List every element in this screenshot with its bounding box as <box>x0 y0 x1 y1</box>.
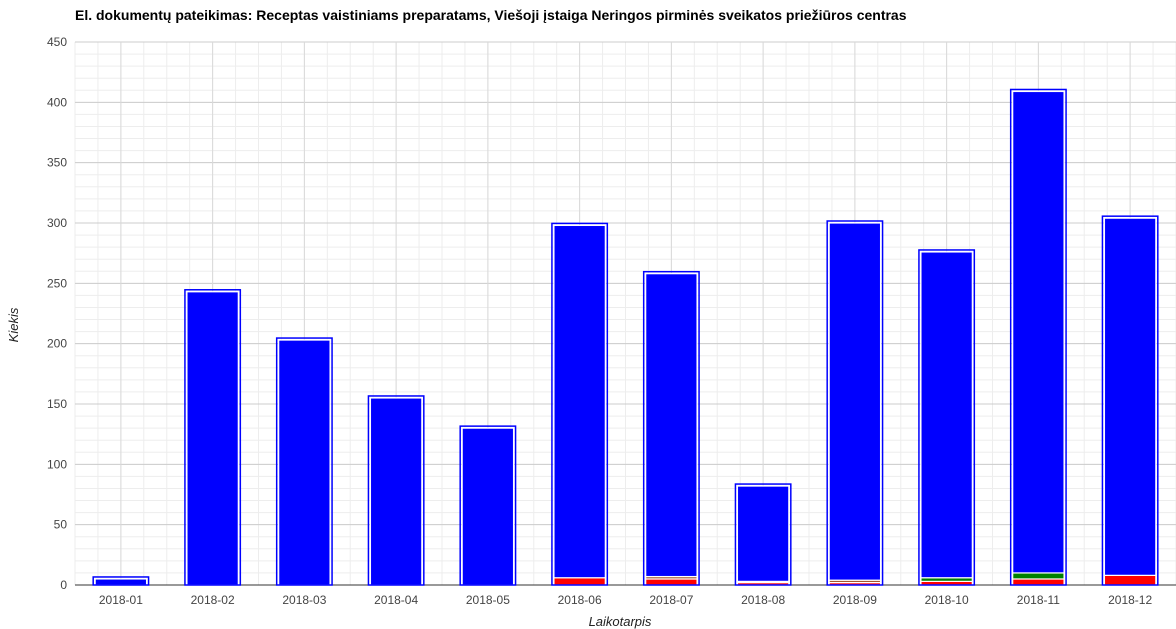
bar-segment[interactable] <box>736 485 790 582</box>
bar-segment[interactable] <box>1103 217 1157 576</box>
bar-outline <box>1101 215 1159 586</box>
bar-segment[interactable] <box>461 427 515 586</box>
y-tick-label: 150 <box>47 397 67 411</box>
chart-title: El. dokumentų pateikimas: Receptas vaist… <box>75 7 907 23</box>
x-tick-label: 2018-05 <box>466 593 510 607</box>
bar-segment[interactable] <box>1012 572 1065 580</box>
bar-outline <box>459 425 517 586</box>
y-tick-label: 250 <box>47 276 67 290</box>
bar-segment[interactable] <box>828 222 882 581</box>
bar-segment[interactable] <box>1103 574 1157 586</box>
bar-outline <box>184 289 242 586</box>
y-tick-label: 50 <box>54 518 68 532</box>
y-axis-ticks: 0 50 100 150 200 250 300 350 400 450 <box>47 35 67 592</box>
bar-outline <box>642 270 700 586</box>
bar-outline <box>918 249 976 586</box>
bar-outline <box>92 576 150 586</box>
x-tick-label: 2018-03 <box>282 593 326 607</box>
x-tick-label: 2018-10 <box>925 593 969 607</box>
bar-outline <box>367 395 425 586</box>
bar-segment[interactable] <box>1012 578 1065 586</box>
bar-outline <box>551 222 609 586</box>
bar-segment[interactable] <box>186 291 239 586</box>
bar-segment[interactable] <box>553 577 606 586</box>
bar-outline <box>1009 88 1067 586</box>
x-tick-label: 2018-06 <box>558 593 602 607</box>
x-tick-label: 2018-12 <box>1108 593 1152 607</box>
x-tick-label: 2018-04 <box>374 593 418 607</box>
y-tick-label: 0 <box>60 578 67 592</box>
bar-segment[interactable] <box>920 251 973 579</box>
x-tick-label: 2018-08 <box>741 593 785 607</box>
bar-outline <box>734 483 792 586</box>
y-tick-label: 100 <box>47 457 67 471</box>
x-axis-ticks: 2018-01 2018-02 2018-03 2018-04 2018-05 2018-… <box>99 593 1153 607</box>
bar-segment[interactable] <box>645 578 698 586</box>
y-axis-title: Kiekis <box>6 307 21 342</box>
y-tick-label: 200 <box>47 337 67 351</box>
bar-segment[interactable] <box>94 578 148 586</box>
bar-segment[interactable] <box>645 273 698 578</box>
x-tick-label: 2018-11 <box>1017 593 1060 607</box>
bar-outline <box>826 220 884 586</box>
y-tick-label: 300 <box>47 216 67 230</box>
x-tick-label: 2018-07 <box>649 593 693 607</box>
bar-segment[interactable] <box>553 224 606 579</box>
bar-segment[interactable] <box>369 397 423 586</box>
x-tick-label: 2018-09 <box>833 593 877 607</box>
x-tick-label: 2018-01 <box>99 593 143 607</box>
bar-segment[interactable] <box>278 339 331 586</box>
x-axis-title: Laikotarpis <box>589 614 652 629</box>
bar-segment[interactable] <box>1012 90 1065 574</box>
bar-outline <box>275 337 333 586</box>
y-tick-label: 350 <box>47 156 67 170</box>
x-tick-label: 2018-02 <box>191 593 235 607</box>
y-tick-label: 450 <box>47 35 67 49</box>
y-tick-label: 400 <box>47 95 67 109</box>
bars <box>92 88 1159 586</box>
